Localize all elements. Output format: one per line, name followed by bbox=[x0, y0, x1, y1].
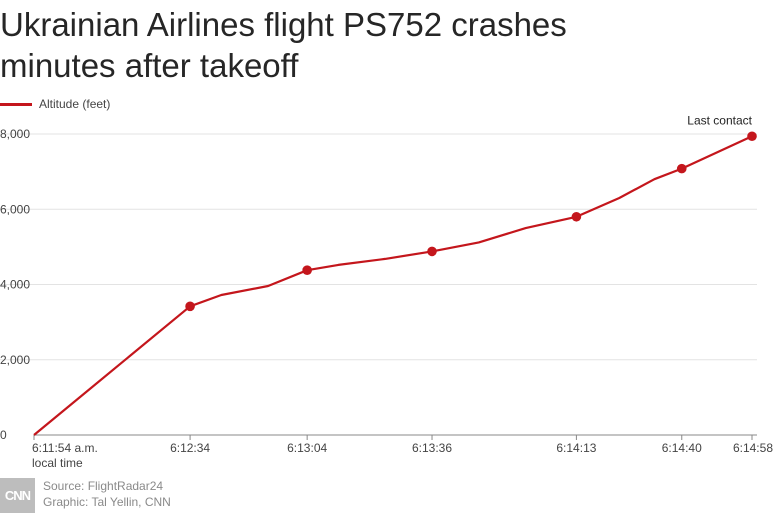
x-tick-sublabel: local time bbox=[32, 456, 83, 470]
data-point bbox=[747, 131, 757, 142]
legend-swatch bbox=[0, 102, 32, 106]
legend: Altitude (feet) bbox=[0, 96, 110, 112]
x-tick-label: 6:13:04 bbox=[287, 441, 327, 455]
x-tick-label: 6:14:58 bbox=[733, 441, 773, 455]
annotation-label: Last contact bbox=[687, 113, 752, 127]
x-axis: 6:11:54 a.m.local time 6:12:34 6:13:04 6:13… bbox=[32, 434, 773, 470]
y-tick-label: 4,000 bbox=[0, 278, 30, 292]
y-tick-label: 2,000 bbox=[0, 353, 30, 367]
x-tick-label: 6:12:34 bbox=[170, 441, 210, 455]
credits: Source: FlightRadar24 Graphic: Tal Yelli… bbox=[43, 478, 171, 510]
x-tick-label: 6:14:40 bbox=[662, 441, 702, 455]
graphic-credit: Graphic: Tal Yellin, CNN bbox=[43, 495, 171, 509]
y-tick-label: 8,000 bbox=[0, 127, 30, 141]
gridlines bbox=[0, 133, 757, 361]
chart-title: Ukrainian Airlines flight PS752 crashes … bbox=[0, 6, 567, 84]
footer: CNN Source: FlightRadar24 Graphic: Tal Y… bbox=[0, 478, 171, 516]
data-point bbox=[302, 265, 312, 276]
data-point bbox=[676, 163, 687, 174]
cnn-logo: CNN bbox=[0, 478, 35, 513]
series-line bbox=[33, 135, 753, 436]
x-tick-label: 6:13:36 bbox=[412, 441, 452, 455]
data-point bbox=[427, 246, 437, 257]
source-note: Source: FlightRadar24 bbox=[43, 479, 164, 493]
legend-label: Altitude (feet) bbox=[39, 97, 111, 111]
y-tick-label: 0 bbox=[0, 428, 7, 442]
data-point bbox=[571, 211, 582, 222]
y-axis: 0 2,000 4,000 6,000 8,000 bbox=[0, 127, 30, 442]
annotations: Last contact bbox=[687, 113, 752, 127]
data-point bbox=[185, 301, 195, 312]
series-altitude bbox=[33, 131, 757, 436]
x-tick-label: 6:11:54 a.m. bbox=[32, 441, 98, 455]
x-tick-label: 6:14:13 bbox=[556, 441, 596, 455]
y-tick-label: 6,000 bbox=[0, 202, 30, 216]
